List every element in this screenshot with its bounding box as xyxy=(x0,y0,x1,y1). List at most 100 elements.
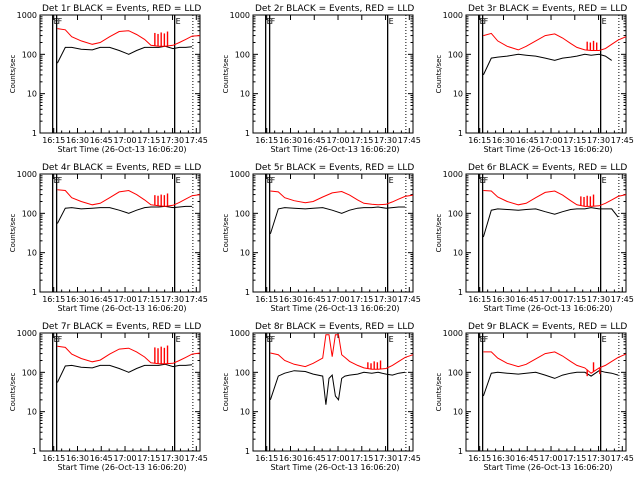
x-tick-label: 17:00 xyxy=(326,454,349,463)
x-tick-label: 17:15 xyxy=(563,454,586,463)
x-tick-label: 16:30 xyxy=(279,136,302,145)
x-tick-label: 17:45 xyxy=(611,295,634,304)
y-axis-label: Counts/sec xyxy=(222,214,230,253)
y-tick-label: 1000 xyxy=(443,11,463,20)
x-tick-label: 16:15 xyxy=(42,295,65,304)
y-tick-label: 1 xyxy=(245,129,250,138)
y-tick-label: 1000 xyxy=(230,329,250,338)
x-tick-label: 17:30 xyxy=(161,136,184,145)
plot-frame xyxy=(465,332,627,452)
x-tick-label: 16:30 xyxy=(492,136,515,145)
x-tick-label: 17:00 xyxy=(539,454,562,463)
y-tick-label: 1 xyxy=(32,129,37,138)
y-tick-label: 10 xyxy=(27,90,37,99)
x-tick-label: 17:45 xyxy=(398,136,421,145)
x-axis-label: Start Time (26-Oct-13 16:06:20) xyxy=(483,463,612,472)
y-tick-label: 1 xyxy=(245,288,250,297)
y-tick-label: 100 xyxy=(448,209,463,218)
plot-frame xyxy=(252,14,414,134)
detector-plot-9: Det 9r BLACK = Events, RED = LLD 1 10 100 10… xyxy=(435,322,634,472)
plot-title: Det 6r BLACK = Events, RED = LLD xyxy=(468,163,627,173)
flag-label-e: E xyxy=(176,17,181,26)
x-tick-label: 16:45 xyxy=(516,454,539,463)
x-tick-label: 17:45 xyxy=(185,136,208,145)
series-lld-line xyxy=(483,32,627,51)
y-tick-label: 10 xyxy=(27,408,37,417)
flag-label-f: F xyxy=(484,335,489,344)
x-tick-label: 16:45 xyxy=(303,136,326,145)
flag-label-e: E xyxy=(602,176,607,185)
plot-title: Det 7r BLACK = Events, RED = LLD xyxy=(42,322,201,332)
y-tick-label: 100 xyxy=(235,368,250,377)
x-tick-label: 17:00 xyxy=(113,136,136,145)
x-tick-label: 16:45 xyxy=(303,454,326,463)
x-tick-label: 17:00 xyxy=(539,136,562,145)
series-events-line xyxy=(56,45,193,64)
series-events-line xyxy=(482,370,619,397)
detector-plot-5: Det 5r BLACK = Events, RED = LLD 1 10 100 10… xyxy=(222,163,421,313)
y-tick-label: 10 xyxy=(240,408,250,417)
plot-frame xyxy=(39,14,201,134)
x-tick-label: 17:30 xyxy=(587,136,610,145)
x-tick-label: 17:30 xyxy=(161,295,184,304)
x-tick-label: 17:15 xyxy=(137,136,160,145)
x-tick-label: 17:00 xyxy=(326,295,349,304)
flag-label-e: E xyxy=(54,17,59,26)
detector-plot-2: Det 2r BLACK = Events, RED = LLD 1 10 100 10… xyxy=(222,4,421,154)
plot-title: Det 5r BLACK = Events, RED = LLD xyxy=(255,163,414,173)
y-tick-label: 1 xyxy=(458,129,463,138)
flag-label-e: E xyxy=(602,17,607,26)
x-axis-label: Start Time (26-Oct-13 16:06:20) xyxy=(483,145,612,154)
y-tick-label: 1000 xyxy=(17,11,37,20)
y-axis-label: Counts/sec xyxy=(435,214,443,253)
plot-title: Det 2r BLACK = Events, RED = LLD xyxy=(255,4,414,14)
series-lld-line xyxy=(57,189,201,207)
series-events-line xyxy=(482,207,619,238)
y-axis-label: Counts/sec xyxy=(222,55,230,94)
y-tick-label: 100 xyxy=(22,209,37,218)
x-tick-label: 16:30 xyxy=(66,136,89,145)
y-tick-label: 100 xyxy=(448,50,463,59)
plot-title: Det 9r BLACK = Events, RED = LLD xyxy=(468,322,627,332)
plot-frame xyxy=(465,173,627,293)
y-tick-label: 1000 xyxy=(443,170,463,179)
x-tick-label: 16:30 xyxy=(279,295,302,304)
flag-label-e: E xyxy=(176,335,181,344)
flag-label-e: E xyxy=(480,17,485,26)
series-lld-line xyxy=(270,334,414,370)
plot-title: Det 1r BLACK = Events, RED = LLD xyxy=(42,4,201,14)
plot-frame xyxy=(252,173,414,293)
plot-title: Det 8r BLACK = Events, RED = LLD xyxy=(255,322,414,332)
flag-label-e: E xyxy=(480,176,485,185)
y-axis-label: Counts/sec xyxy=(222,373,230,412)
flag-label-e: E xyxy=(389,176,394,185)
series-lld-line xyxy=(483,351,627,374)
flag-label-f: F xyxy=(484,17,489,26)
x-tick-label: 17:45 xyxy=(398,454,421,463)
detector-plot-4: Det 4r BLACK = Events, RED = LLD 1 10 100 10… xyxy=(9,163,208,313)
x-tick-label: 16:15 xyxy=(255,295,278,304)
plot-frame xyxy=(39,173,201,293)
y-tick-label: 10 xyxy=(453,249,463,258)
series-events-line xyxy=(482,53,612,76)
plot-title: Det 3r BLACK = Events, RED = LLD xyxy=(468,4,627,14)
x-tick-label: 16:15 xyxy=(468,454,491,463)
x-tick-label: 16:15 xyxy=(468,136,491,145)
x-tick-label: 17:00 xyxy=(113,454,136,463)
series-events-line xyxy=(269,206,406,235)
x-tick-label: 17:30 xyxy=(587,454,610,463)
y-tick-label: 100 xyxy=(22,50,37,59)
flag-label-e: E xyxy=(389,17,394,26)
x-tick-label: 17:30 xyxy=(587,295,610,304)
series-lld-line xyxy=(57,345,201,365)
flag-label-f: F xyxy=(271,335,276,344)
x-tick-label: 17:15 xyxy=(350,295,373,304)
x-axis-label: Start Time (26-Oct-13 16:06:20) xyxy=(57,145,186,154)
series-events-line xyxy=(56,205,193,224)
y-axis-label: Counts/sec xyxy=(435,373,443,412)
x-tick-label: 17:15 xyxy=(563,295,586,304)
x-tick-label: 16:15 xyxy=(42,136,65,145)
y-tick-label: 1000 xyxy=(17,170,37,179)
series-lld-line xyxy=(270,190,414,206)
